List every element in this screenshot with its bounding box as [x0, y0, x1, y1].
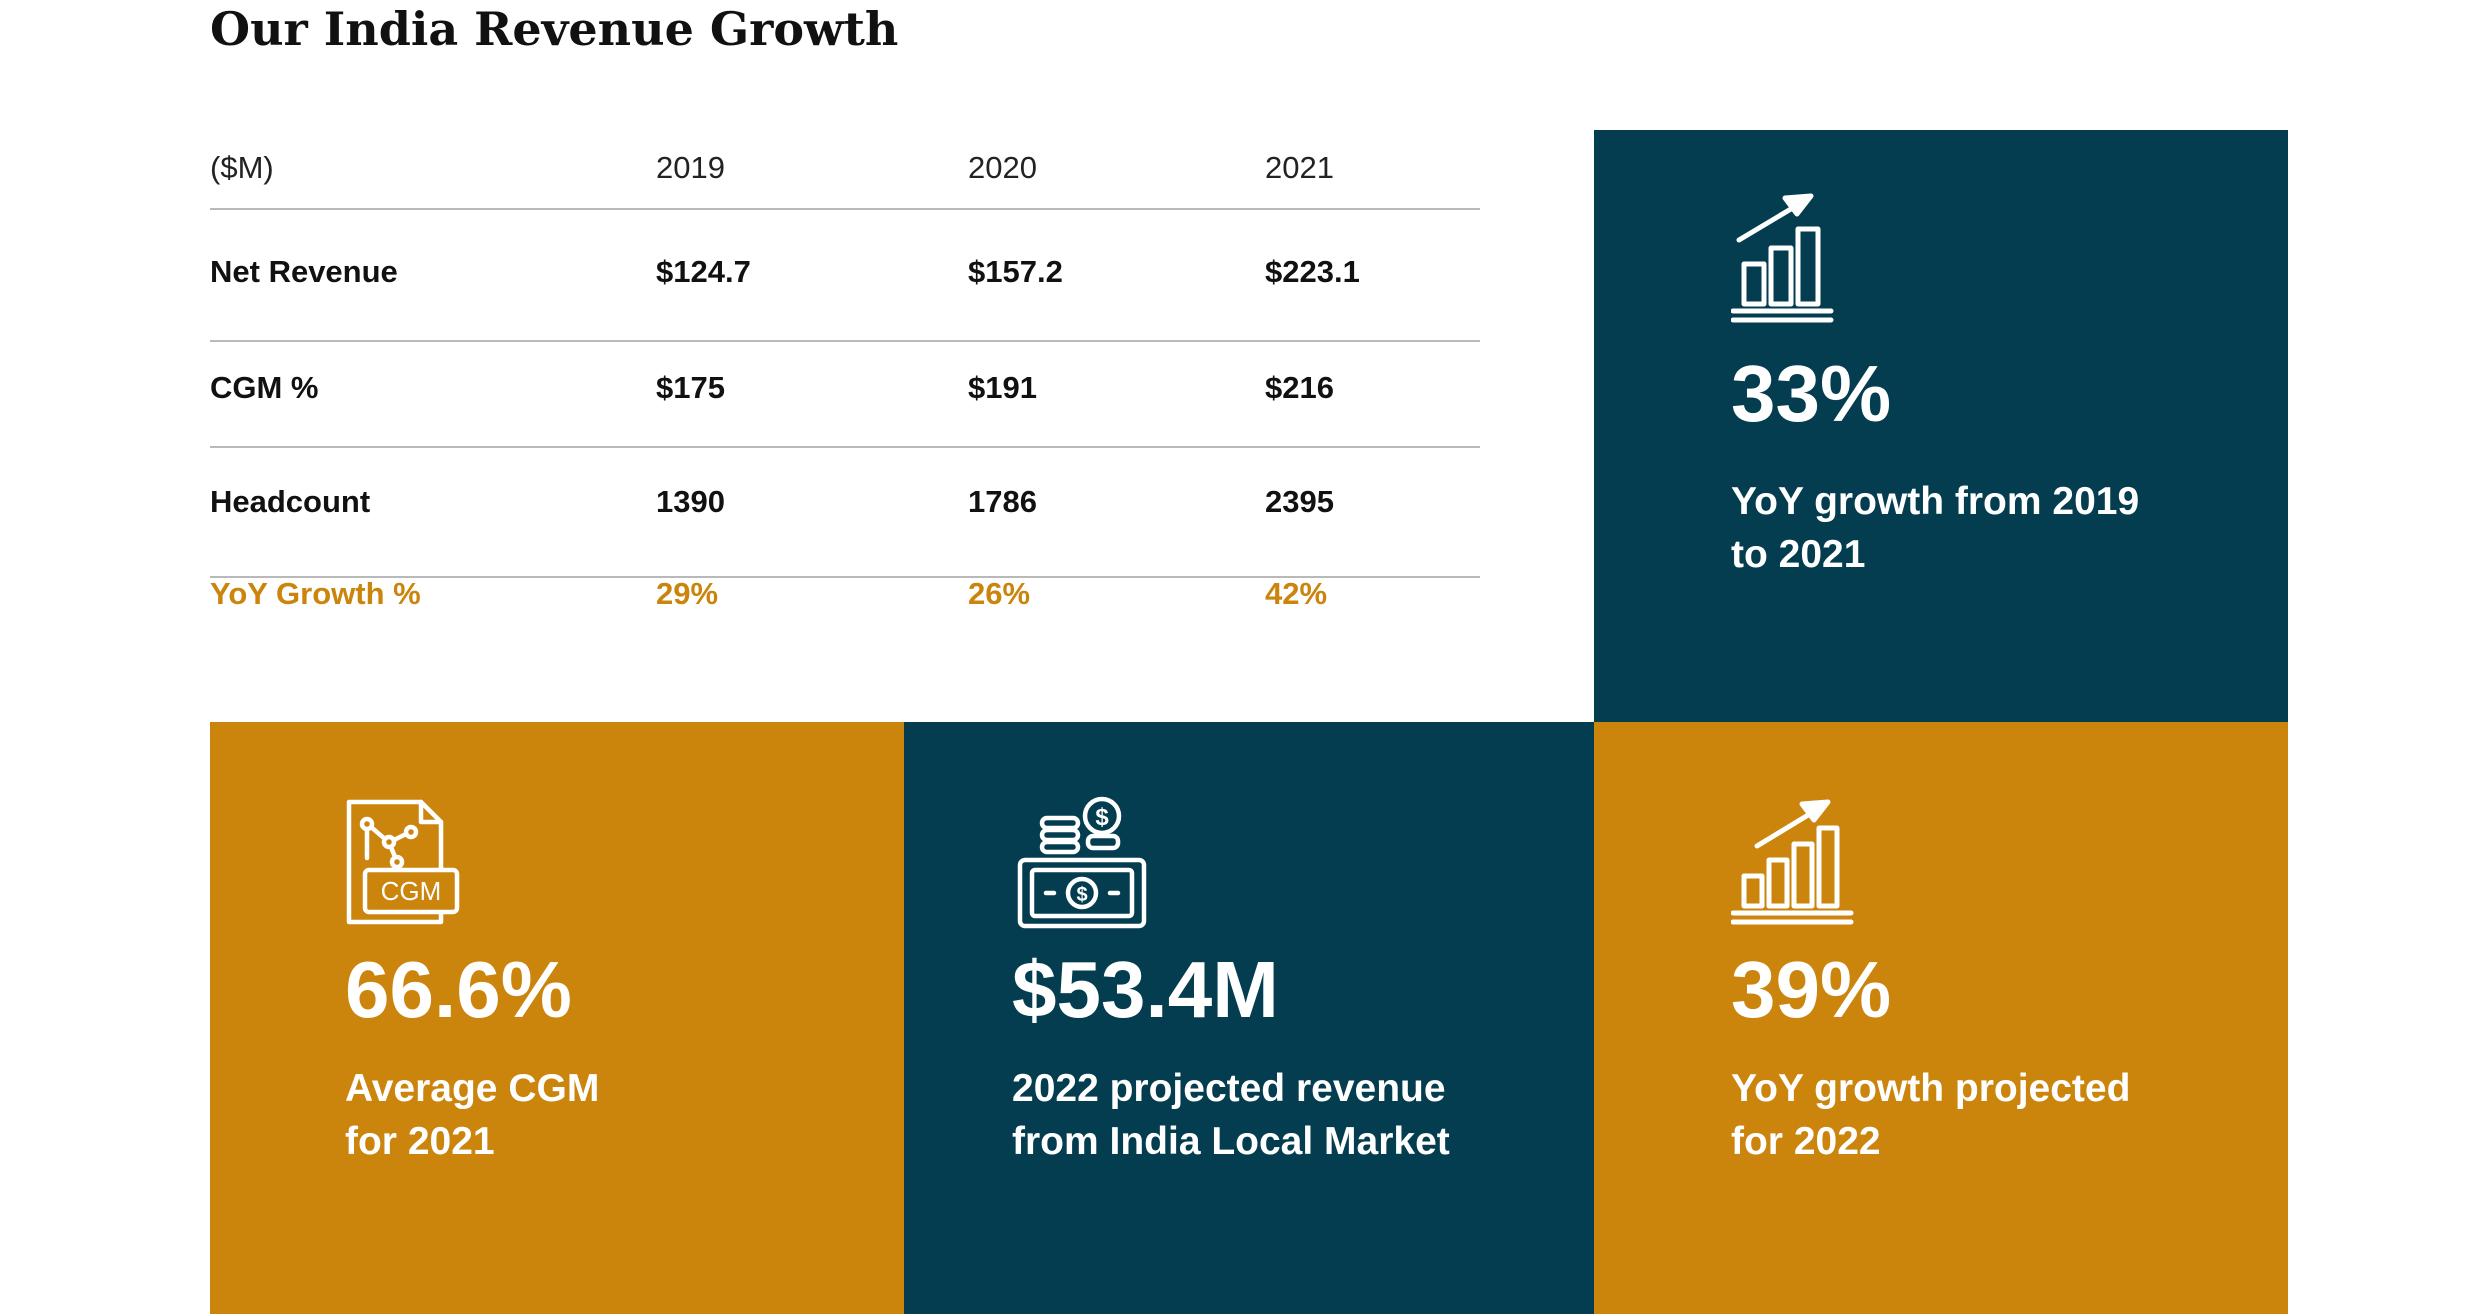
stat-value: 39% [1731, 945, 1892, 1034]
stat-tile-growth-2019-2021: 33% YoY growth from 2019 to 2021 [1594, 130, 2288, 722]
stat-value: $53.4M [1012, 945, 1279, 1034]
table-cell: 42% [1265, 576, 1328, 611]
table-cell: 29% [656, 576, 719, 611]
table-cell: $216 [1265, 370, 1334, 405]
stat-value: 33% [1731, 349, 1892, 438]
bar-chart-growth-icon [1731, 794, 1871, 934]
bar-chart-growth-icon [1731, 192, 1871, 332]
table-header-year: 2021 [1265, 150, 1334, 185]
table-row-yoy-growth: YoY Growth % 29% 26% 42% [210, 576, 1480, 648]
table-header-row: ($M) 2019 2020 2021 [210, 130, 1480, 210]
money-coins-icon: $ $ [1012, 794, 1152, 934]
stat-caption: Average CGM for 2021 [345, 1062, 865, 1168]
stat-tile-projected-revenue: $ $ $53.4M 2022 projected revenue from I… [904, 722, 1594, 1314]
table-cell: 2395 [1265, 484, 1334, 519]
stat-caption-line: from India Local Market [1012, 1120, 1450, 1163]
table-row-net-revenue: Net Revenue $124.7 $157.2 $223.1 [210, 210, 1480, 342]
cgm-icon-label: CGM [381, 876, 442, 906]
stat-caption-line: YoY growth from 2019 [1731, 480, 2140, 523]
revenue-table: ($M) 2019 2020 2021 Net Revenue $124.7 $… [210, 130, 1480, 648]
stat-caption-line: to 2021 [1731, 533, 1866, 576]
table-row-cgm: CGM % $175 $191 $216 [210, 342, 1480, 448]
stat-caption-line: 2022 projected revenue [1012, 1067, 1446, 1110]
stat-tile-projected-growth: 39% YoY growth projected for 2022 [1594, 722, 2288, 1314]
table-header-year: 2020 [968, 150, 1037, 185]
row-label: Headcount [210, 484, 371, 519]
stat-tile-average-cgm: CGM 66.6% Average CGM for 2021 [210, 722, 904, 1314]
stat-caption: YoY growth projected for 2022 [1731, 1062, 2251, 1168]
stat-caption: YoY growth from 2019 to 2021 [1731, 475, 2251, 581]
table-cell: $175 [656, 370, 725, 405]
stat-caption-line: for 2021 [345, 1120, 495, 1163]
table-cell: $223.1 [1265, 254, 1360, 289]
table-header-unit: ($M) [210, 150, 274, 185]
table-cell: 1390 [656, 484, 725, 519]
cgm-document-icon: CGM [345, 796, 485, 936]
svg-text:$: $ [1076, 884, 1087, 906]
table-cell: $157.2 [968, 254, 1063, 289]
stat-caption: 2022 projected revenue from India Local … [1012, 1062, 1532, 1168]
table-cell: 26% [968, 576, 1031, 611]
page-title: Our India Revenue Growth [210, 2, 899, 56]
row-label: YoY Growth % [210, 576, 421, 611]
stat-caption-line: for 2022 [1731, 1120, 1881, 1163]
stat-value: 66.6% [345, 945, 572, 1034]
svg-text:$: $ [1095, 804, 1109, 831]
table-header-year: 2019 [656, 150, 725, 185]
table-cell: $124.7 [656, 254, 751, 289]
row-label: CGM % [210, 370, 319, 405]
table-cell: $191 [968, 370, 1037, 405]
stat-caption-line: Average CGM [345, 1067, 600, 1110]
row-label: Net Revenue [210, 254, 398, 289]
stat-caption-line: YoY growth projected [1731, 1067, 2131, 1110]
table-row-headcount: Headcount 1390 1786 2395 [210, 448, 1480, 578]
table-cell: 1786 [968, 484, 1037, 519]
